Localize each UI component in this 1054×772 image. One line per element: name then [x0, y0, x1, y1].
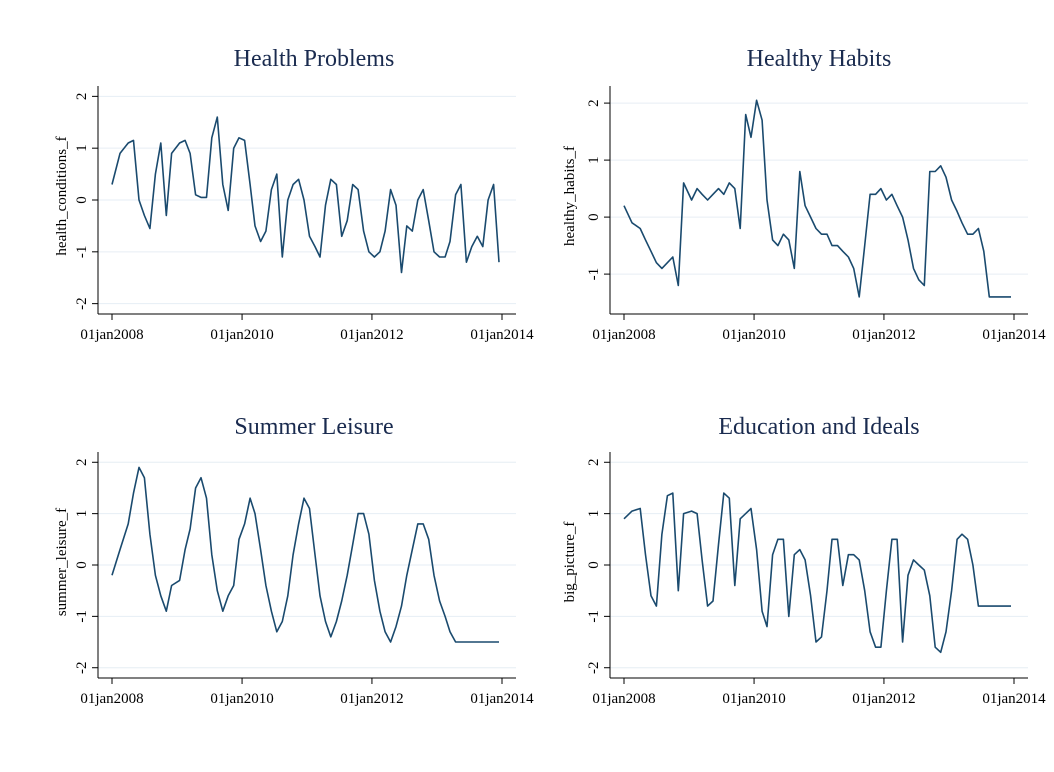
y-tick-label: 2: [586, 99, 602, 107]
x-ticks: 01jan2008 01jan2010 01jan2012 01jan2014: [80, 314, 534, 343]
x-tick-label: 01jan2014: [470, 691, 534, 707]
y-tick-label: 0: [586, 213, 602, 221]
series-line: [111, 116, 500, 274]
series-line: [111, 466, 499, 643]
y-tick-label: -2: [74, 297, 90, 310]
y-tick-label: -1: [74, 610, 90, 623]
y-ticks: -2 -1 0 1 2: [586, 459, 610, 674]
x-ticks: 01jan2008 01jan2010 01jan2012 01jan2014: [80, 678, 534, 707]
x-tick-label: 01jan2008: [80, 691, 143, 707]
panel-title: Health Problems: [234, 46, 395, 72]
panel-summer-leisure: Summer Leisure summer_leisure_f -2-1012 …: [54, 414, 534, 707]
grid-lines: [98, 461, 516, 669]
y-tick-label: 0: [586, 561, 602, 569]
x-tick-label: 01jan2014: [470, 327, 534, 343]
y-tick-label: 2: [74, 93, 90, 101]
y-axis-label: summer_leisure_f: [54, 508, 70, 616]
x-tick-label: 01jan2014: [982, 691, 1046, 707]
y-axis-label: healthy_habits_f: [562, 146, 578, 246]
y-tick-label: 2: [74, 459, 90, 467]
grid-lines: [98, 95, 516, 305]
grid-lines: [610, 102, 1028, 275]
x-tick-label: 01jan2012: [340, 327, 403, 343]
y-tick-label: -1: [586, 268, 602, 281]
y-tick-label: 2: [586, 459, 602, 467]
series-line: [623, 492, 1011, 654]
panel-healthy-habits: Healthy Habits healthy_habits_f -1 0 1 2 01…: [562, 46, 1046, 343]
y-tick-label: -2: [586, 661, 602, 674]
series-line: [623, 99, 1011, 298]
x-tick-label: 01jan2010: [722, 327, 785, 343]
panel-title: Education and Ideals: [718, 414, 919, 440]
panel-title: Summer Leisure: [234, 414, 393, 440]
y-tick-label: -1: [74, 246, 90, 259]
x-tick-label: 01jan2008: [592, 691, 655, 707]
x-tick-label: 01jan2008: [592, 327, 655, 343]
panel-health-problems: Health Problems health_conditions_f -2 -1…: [54, 46, 534, 343]
panel-education-and-ideals: Education and Ideals big_picture_f -2 -1 0…: [562, 414, 1046, 707]
x-tick-label: 01jan2008: [80, 327, 143, 343]
x-tick-label: 01jan2012: [340, 691, 403, 707]
x-tick-label: 01jan2010: [210, 327, 273, 343]
x-tick-label: 01jan2010: [210, 691, 273, 707]
y-tick-label: 1: [74, 144, 90, 152]
y-ticks: -2 -1 0 1 2: [74, 459, 98, 674]
y-tick-label: 0: [74, 196, 90, 204]
panel-title: Healthy Habits: [747, 46, 892, 72]
y-tick-label: 1: [586, 510, 602, 518]
y-axis-label: health_conditions_f: [54, 136, 70, 255]
x-tick-label: 01jan2012: [852, 691, 915, 707]
y-axis-label: big_picture_f: [562, 522, 578, 603]
y-ticks: -2 -1 0 1 2: [74, 93, 98, 310]
y-tick-label: 0: [74, 561, 90, 569]
x-ticks: 01jan2008 01jan2010 01jan2012 01jan2014: [592, 678, 1046, 707]
x-tick-label: 01jan2010: [722, 691, 785, 707]
y-tick-label: 1: [586, 156, 602, 164]
x-tick-label: 01jan2014: [982, 327, 1046, 343]
y-ticks: -1 0 1 2: [586, 99, 610, 280]
x-ticks: 01jan2008 01jan2010 01jan2012 01jan2014: [592, 314, 1046, 343]
y-tick-label: 1: [74, 510, 90, 518]
x-tick-label: 01jan2012: [852, 327, 915, 343]
y-tick-label: -1: [586, 610, 602, 623]
y-tick-label: -2: [74, 661, 90, 674]
